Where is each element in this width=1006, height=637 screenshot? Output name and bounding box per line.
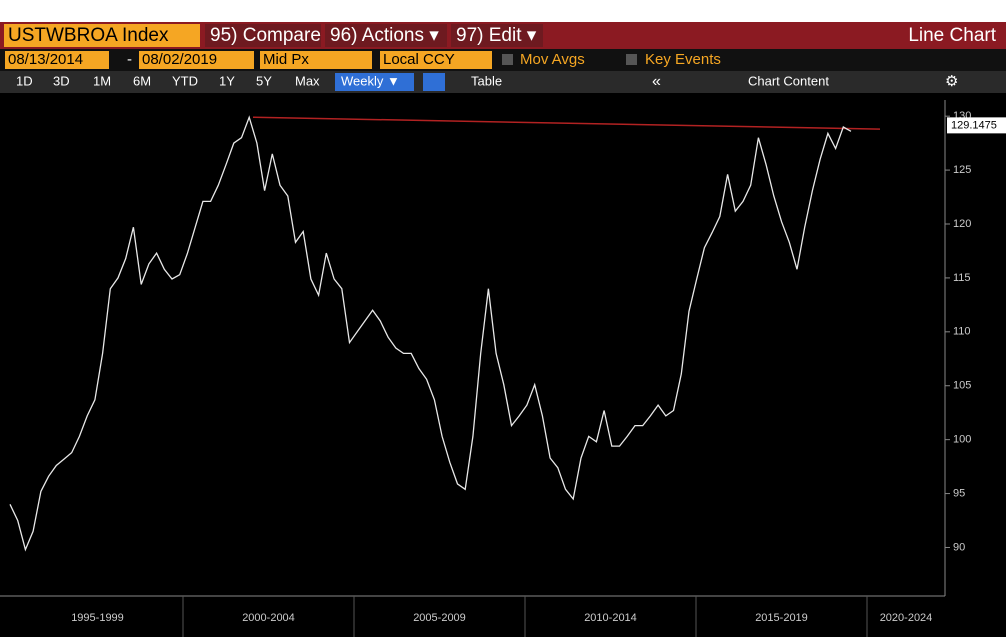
end-box[interactable] bbox=[139, 51, 254, 69]
y-tick-label: 120 bbox=[953, 218, 971, 230]
end-date[interactable]: 08/02/2019 bbox=[142, 51, 217, 68]
compare[interactable]: 95) Compare bbox=[210, 25, 321, 46]
actions-button[interactable] bbox=[325, 24, 447, 47]
checkbox[interactable] bbox=[502, 54, 513, 65]
frequency[interactable]: Weekly ▼ bbox=[341, 73, 400, 88]
range-button[interactable]: 1D bbox=[16, 73, 33, 88]
period-label: 1995-1999 bbox=[71, 612, 124, 624]
price-line bbox=[9, 115, 852, 552]
collapse[interactable]: « bbox=[652, 73, 661, 90]
range-button[interactable]: 6M bbox=[133, 73, 151, 88]
checkbox[interactable] bbox=[626, 54, 637, 65]
actions[interactable]: 96) Actions ▾ bbox=[330, 25, 439, 46]
top-strip bbox=[0, 0, 1006, 22]
y-tick-label: 110 bbox=[953, 326, 971, 338]
y-tick-label: 115 bbox=[953, 272, 971, 284]
range-button[interactable]: 3D bbox=[53, 73, 70, 88]
y-tick-label: 105 bbox=[953, 380, 971, 392]
chart-content[interactable]: Chart Content bbox=[748, 73, 829, 88]
currency-box[interactable] bbox=[380, 51, 492, 69]
period-label: 2000-2004 bbox=[242, 612, 295, 624]
start-box[interactable] bbox=[5, 51, 109, 69]
currency[interactable]: Local CCY bbox=[383, 51, 455, 68]
period-label: 2005-2009 bbox=[413, 612, 466, 624]
date-dash: - bbox=[127, 51, 132, 68]
edit-button[interactable] bbox=[451, 24, 543, 47]
field[interactable]: Mid Px bbox=[263, 51, 309, 68]
last-value: 129.1475 bbox=[951, 119, 997, 131]
range-button[interactable]: 1Y bbox=[219, 73, 235, 88]
compare-button[interactable] bbox=[205, 24, 321, 47]
trendline bbox=[252, 116, 881, 130]
mov-avgs[interactable]: Mov Avgs bbox=[520, 51, 585, 68]
y-tick-label: 95 bbox=[953, 487, 965, 499]
y-tick-label: 100 bbox=[953, 434, 971, 446]
view-name: Line Chart bbox=[908, 25, 996, 46]
y-tick-label: 90 bbox=[953, 541, 965, 553]
range-button[interactable]: Max bbox=[295, 73, 320, 88]
start-date[interactable]: 08/13/2014 bbox=[8, 51, 83, 68]
settings[interactable]: ⚙ bbox=[945, 73, 958, 90]
table[interactable]: Table bbox=[471, 73, 502, 88]
range-button[interactable]: 5Y bbox=[256, 73, 272, 88]
chart-icon[interactable] bbox=[423, 73, 445, 91]
ticker-box bbox=[4, 24, 200, 47]
last-value-box bbox=[947, 117, 1006, 134]
key-events[interactable]: Key Events bbox=[645, 51, 721, 68]
field-box[interactable] bbox=[260, 51, 372, 69]
edit[interactable]: 97) Edit ▾ bbox=[456, 25, 537, 46]
period-label: 2020-2024 bbox=[880, 612, 933, 624]
range-button[interactable]: 1M bbox=[93, 73, 111, 88]
ticker[interactable]: USTWBROA Index bbox=[8, 25, 169, 46]
range-button[interactable]: YTD bbox=[172, 73, 198, 88]
period-label: 2015-2019 bbox=[755, 612, 808, 624]
row-three bbox=[0, 71, 1006, 93]
frequency-box[interactable] bbox=[335, 73, 414, 91]
y-tick-label: 125 bbox=[953, 164, 971, 176]
period-label: 2010-2014 bbox=[584, 612, 637, 624]
